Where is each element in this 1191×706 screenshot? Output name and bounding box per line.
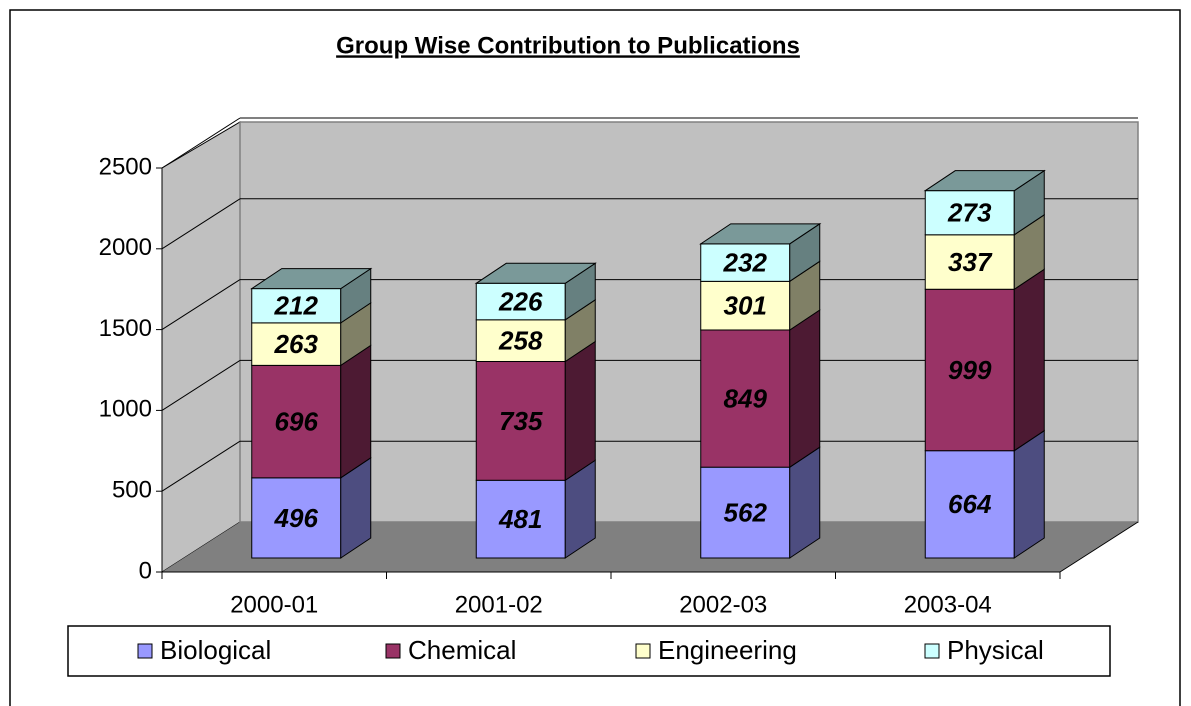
value-label: 562 xyxy=(724,497,768,527)
chart-title: Group Wise Contribution to Publications xyxy=(336,32,800,59)
side-wall xyxy=(161,121,241,573)
x-tick-label: 2003-04 xyxy=(904,591,992,618)
y-tick-label: 500 xyxy=(112,477,152,504)
value-label: 337 xyxy=(948,247,993,277)
legend-swatch xyxy=(137,643,153,659)
value-label: 664 xyxy=(948,489,992,519)
x-tick-label: 2002-03 xyxy=(679,591,767,618)
value-label: 232 xyxy=(723,247,768,277)
bar-top xyxy=(923,170,1046,192)
value-label: 258 xyxy=(498,326,543,356)
legend-label: Physical xyxy=(947,635,1044,665)
bar-side xyxy=(340,344,372,479)
value-label: 301 xyxy=(724,291,767,321)
bar-side xyxy=(789,309,821,469)
value-label: 999 xyxy=(948,355,992,385)
legend-swatch xyxy=(635,643,651,659)
y-tick-label: 1500 xyxy=(99,315,152,342)
grid-line xyxy=(161,198,241,250)
value-label: 696 xyxy=(275,406,319,436)
value-label: 735 xyxy=(499,406,543,436)
value-label: 212 xyxy=(274,291,319,321)
legend-label: Biological xyxy=(160,635,271,665)
bar-front xyxy=(700,329,791,468)
bar-front xyxy=(251,477,342,559)
bar-front xyxy=(924,288,1015,452)
legend-label: Chemical xyxy=(408,635,516,665)
legend-swatch xyxy=(385,643,401,659)
bar-front xyxy=(700,466,791,559)
grid-line xyxy=(161,440,241,492)
x-tick-label: 2000-01 xyxy=(230,591,318,618)
grid-line xyxy=(161,279,241,331)
bar-top xyxy=(474,262,597,284)
x-tick-label: 2001-02 xyxy=(455,591,543,618)
value-label: 496 xyxy=(274,503,319,533)
bar-front xyxy=(475,360,566,481)
bar-top xyxy=(250,268,373,290)
y-tick-label: 0 xyxy=(139,557,152,584)
bar-front xyxy=(924,450,1015,559)
floor-edge xyxy=(1059,521,1139,573)
bar-front xyxy=(251,364,342,479)
grid-line xyxy=(161,359,241,411)
bar-front xyxy=(475,479,566,559)
floor xyxy=(162,522,1138,572)
legend-swatch xyxy=(924,643,940,659)
bar-front xyxy=(700,243,791,282)
value-label: 226 xyxy=(498,286,543,316)
bar-side xyxy=(1013,429,1045,559)
value-label: 263 xyxy=(274,329,319,359)
value-label: 481 xyxy=(498,504,542,534)
bar-front xyxy=(475,319,566,362)
bar-top xyxy=(699,223,822,245)
value-label: 273 xyxy=(947,198,992,228)
bar-front xyxy=(700,280,791,331)
bar-front xyxy=(924,190,1015,236)
bar-side xyxy=(564,340,596,482)
y-tick-label: 1000 xyxy=(99,396,152,423)
grid-line xyxy=(161,117,241,169)
value-label: 849 xyxy=(724,383,768,413)
y-tick-label: 2000 xyxy=(99,234,152,261)
bar-side xyxy=(1013,268,1045,452)
bar-front xyxy=(251,322,342,366)
legend-label: Engineering xyxy=(658,635,797,665)
y-tick-label: 2500 xyxy=(99,153,152,180)
